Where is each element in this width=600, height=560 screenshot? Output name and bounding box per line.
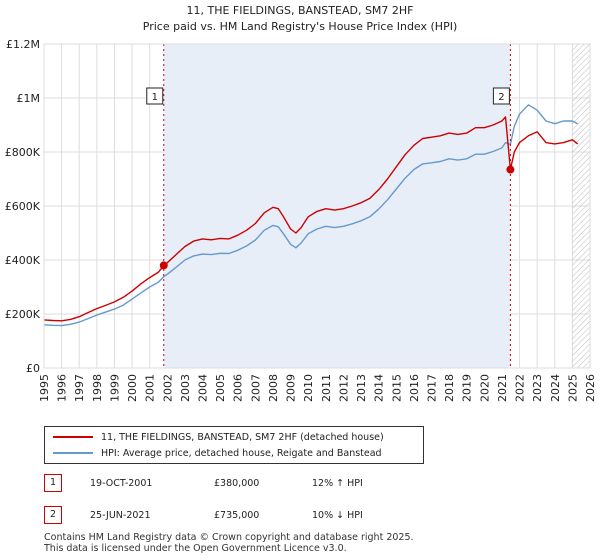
x-tick-label: 2001 — [144, 374, 157, 402]
x-tick-label: 2015 — [390, 374, 403, 402]
y-tick-label: £0 — [26, 362, 40, 375]
x-tick-label: 2024 — [549, 374, 562, 402]
x-tick-label: 2019 — [461, 374, 474, 402]
transaction-date-2: 25-JUN-2021 — [90, 510, 151, 521]
x-tick-label: 2020 — [478, 374, 491, 402]
y-tick-label: £600K — [5, 200, 41, 213]
x-tick-label: 1999 — [108, 374, 121, 402]
x-tick-label: 2006 — [232, 374, 245, 402]
sale-point-1 — [159, 261, 168, 270]
sale-badge-2 — [492, 87, 510, 105]
ownership-shade — [163, 44, 511, 368]
sale-badge-label-2: 2 — [498, 92, 504, 103]
x-tick-label: 2003 — [179, 374, 192, 402]
x-tick-label: 2025 — [566, 374, 579, 402]
x-tick-label: 2002 — [161, 374, 174, 402]
x-tick-label: 2005 — [214, 374, 227, 402]
legend-item-hpi: HPI: Average price, detached house, Reig… — [53, 446, 382, 460]
sale-badge-1 — [146, 87, 164, 105]
x-tick-label: 2021 — [496, 374, 509, 402]
x-tick-label: 2016 — [408, 374, 421, 402]
legend-swatch-property — [53, 436, 93, 438]
footer-copyright: Contains HM Land Registry data © Crown c… — [44, 532, 414, 543]
y-tick-label: £1M — [17, 92, 41, 105]
transaction-date-1: 19-OCT-2001 — [90, 478, 153, 489]
transaction-hpi-1: 12% ↑ HPI — [312, 478, 363, 489]
x-tick-label: 2008 — [267, 374, 280, 402]
x-tick-label: 2011 — [320, 374, 333, 402]
transaction-marker-1: 1 — [44, 474, 62, 492]
sale-point-2 — [506, 165, 515, 174]
legend: 11, THE FIELDINGS, BANSTEAD, SM7 2HF (de… — [44, 426, 424, 464]
transaction-price-1: £380,000 — [214, 478, 260, 489]
legend-swatch-hpi — [53, 452, 93, 454]
x-tick-label: 1995 — [38, 374, 51, 402]
y-tick-label: £1.2M — [6, 38, 40, 51]
price-chart: 11, THE FIELDINGS, BANSTEAD, SM7 2HF Pri… — [5, 4, 597, 402]
x-tick-label: 2000 — [126, 374, 139, 402]
x-tick-label: 2010 — [302, 374, 315, 402]
footer-licence: This data is licensed under the Open Gov… — [44, 543, 347, 554]
x-tick-label: 1997 — [73, 374, 86, 402]
plot-border — [43, 43, 591, 369]
sale-badge-label-1: 1 — [152, 92, 158, 103]
x-tick-label: 2023 — [531, 374, 544, 402]
chart-title: 11, THE FIELDINGS, BANSTEAD, SM7 2HF — [186, 4, 413, 17]
x-tick-label: 1998 — [91, 374, 104, 402]
x-tick-label: 2014 — [373, 374, 386, 402]
x-tick-label: 2026 — [584, 374, 597, 402]
x-tick-label: 1996 — [56, 374, 69, 402]
chart-subtitle: Price paid vs. HM Land Registry's House … — [143, 20, 458, 33]
y-tick-label: £200K — [5, 308, 41, 321]
legend-item-property: 11, THE FIELDINGS, BANSTEAD, SM7 2HF (de… — [53, 430, 384, 444]
y-tick-label: £800K — [5, 146, 41, 159]
x-tick-label: 2013 — [355, 374, 368, 402]
transaction-price-2: £735,000 — [214, 510, 260, 521]
series-line-hpi — [43, 104, 579, 327]
x-tick-label: 2018 — [443, 374, 456, 402]
legend-label-hpi: HPI: Average price, detached house, Reig… — [101, 447, 382, 459]
x-tick-label: 2009 — [285, 374, 298, 402]
transaction-marker-2: 2 — [44, 506, 62, 524]
x-tick-label: 2004 — [197, 374, 210, 402]
transaction-hpi-2: 10% ↓ HPI — [312, 510, 363, 521]
series-line-property — [43, 116, 579, 322]
x-tick-label: 2022 — [514, 374, 527, 402]
legend-label-property: 11, THE FIELDINGS, BANSTEAD, SM7 2HF (de… — [101, 431, 384, 443]
x-tick-label: 2007 — [249, 374, 262, 402]
forecast-hatch — [572, 44, 590, 368]
x-tick-label: 2017 — [425, 374, 438, 402]
x-tick-label: 2012 — [337, 374, 350, 402]
footer: Contains HM Land Registry data © Crown c… — [44, 532, 414, 554]
y-tick-label: £400K — [5, 254, 41, 267]
